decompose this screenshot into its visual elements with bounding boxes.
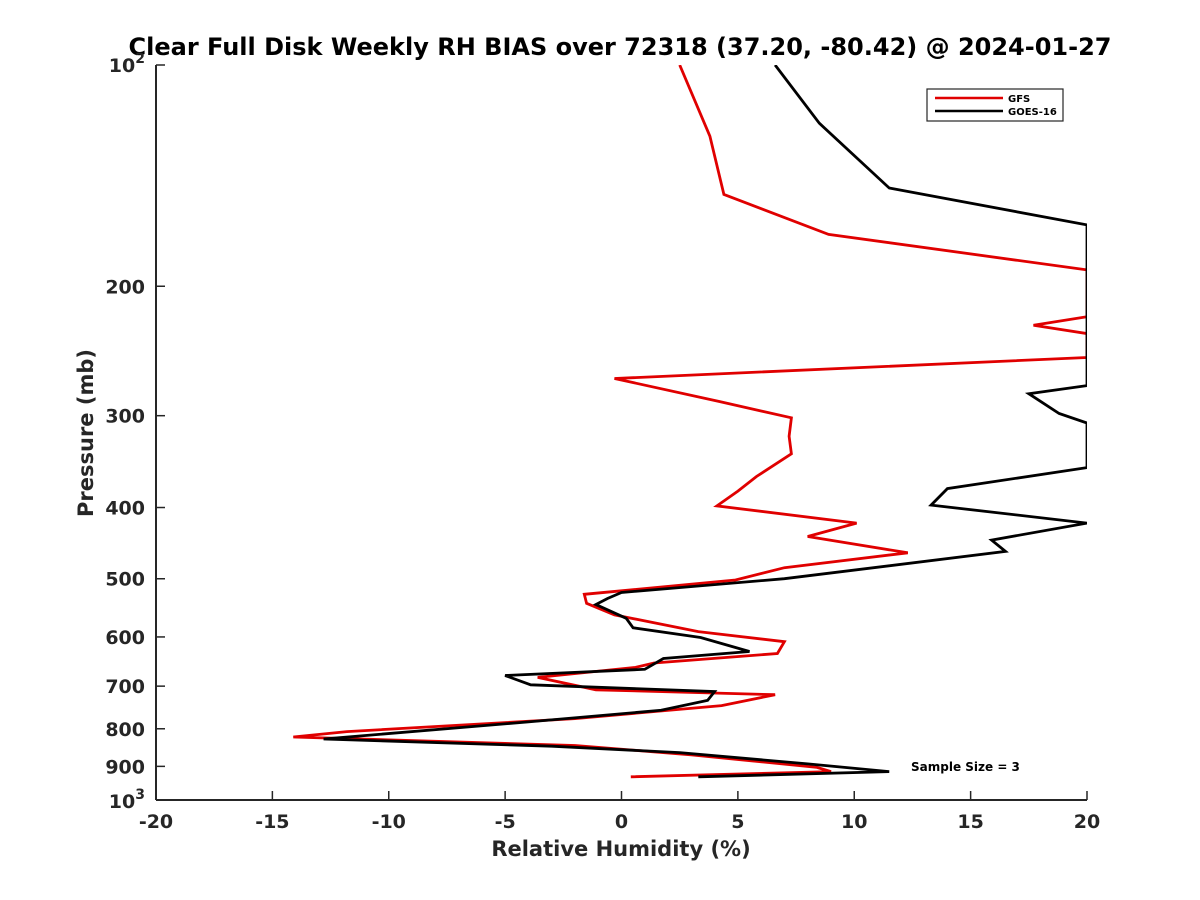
y-tick-label-top: 102 <box>109 51 145 77</box>
x-tick-label: -20 <box>139 811 173 833</box>
x-tick-label: 5 <box>731 811 744 833</box>
x-tick-label: 0 <box>615 811 628 833</box>
y-tick-label: 700 <box>105 676 145 698</box>
y-tick-label: 500 <box>105 569 145 591</box>
x-tick-label: 20 <box>1074 811 1100 833</box>
x-tick-label: -5 <box>495 811 516 833</box>
series-layer <box>293 65 1087 779</box>
x-tick-label: -15 <box>255 811 289 833</box>
y-tick-label-bottom: 103 <box>109 787 145 813</box>
y-tick-label: 600 <box>105 627 145 649</box>
y-axis-label: Pressure (mb) <box>74 349 98 517</box>
y-tick-label: 300 <box>105 406 145 428</box>
x-tick-label: 10 <box>841 811 867 833</box>
legend-label-goes16: GOES-16 <box>1008 107 1057 118</box>
legend-box <box>926 88 1064 122</box>
y-tick-label: 400 <box>105 498 145 520</box>
series-line-gfs <box>293 65 1087 779</box>
legend: GFS GOES-16 <box>926 88 1064 122</box>
x-axis-ticks: -20 -15 -10 -5 0 5 10 15 20 <box>139 791 1100 833</box>
y-tick-label: 900 <box>105 756 145 778</box>
y-axis-ticks: 200 300 400 500 600 700 800 900 <box>105 64 165 801</box>
x-axis-label: Relative Humidity (%) <box>491 837 750 861</box>
chart-title: Clear Full Disk Weekly RH BIAS over 7231… <box>129 33 1112 61</box>
legend-label-gfs: GFS <box>1008 94 1030 105</box>
series-line-goes-16 <box>323 65 1087 779</box>
sample-size-annotation: Sample Size = 3 <box>911 760 1020 774</box>
y-tick-label: 200 <box>105 276 145 298</box>
x-tick-label: -10 <box>372 811 406 833</box>
y-tick-label: 800 <box>105 719 145 741</box>
x-tick-label: 15 <box>957 811 983 833</box>
